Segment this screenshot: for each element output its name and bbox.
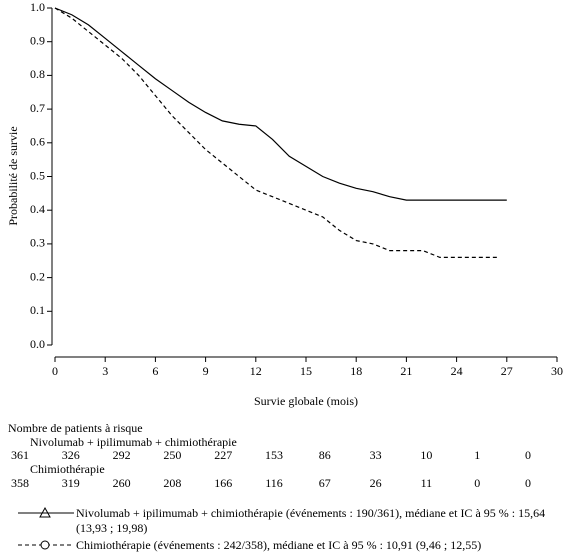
at-risk-count: 26 [370, 476, 382, 490]
y-tick-label: 0.3 [30, 236, 45, 250]
chart: Probabilité de survie Survie globale (mo… [6, 0, 563, 408]
x-tick-label: 21 [400, 364, 412, 378]
legend-marker [40, 540, 50, 550]
x-tick-label: 30 [551, 364, 563, 378]
y-tick-label: 0.1 [30, 303, 45, 317]
x-tick-label: 27 [501, 364, 513, 378]
risk-group-label: Chimiothérapie [30, 462, 105, 476]
at-risk-count: 10 [420, 448, 432, 462]
at-risk-count: 292 [113, 448, 131, 462]
legend-text: Nivolumab + ipilimumab + chimiothérapie … [76, 506, 546, 535]
x-tick-label: 0 [52, 364, 58, 378]
x-tick-label: 12 [250, 364, 262, 378]
x-tick-label: 6 [152, 364, 158, 378]
at-risk-count: 250 [163, 448, 181, 462]
y-tick-label: 0.5 [30, 168, 45, 182]
at-risk-count: 1 [474, 448, 480, 462]
at-risk-count: 361 [11, 448, 29, 462]
at-risk-count: 67 [319, 476, 331, 490]
at-risk-count: 0 [525, 476, 531, 490]
at-risk-count: 153 [265, 448, 283, 462]
x-tick-label: 24 [451, 364, 463, 378]
risk-table-title: Nombre de patients à risque [8, 421, 143, 435]
x-tick-label: 15 [300, 364, 312, 378]
survival-curve [54, 7, 507, 201]
at-risk-count: 0 [525, 448, 531, 462]
y-tick-label: 0.6 [30, 135, 45, 149]
at-risk-count: 0 [474, 476, 480, 490]
legend-text: Chimiothérapie (événements : 242/358), m… [76, 538, 482, 552]
at-risk-count: 116 [265, 476, 283, 490]
at-risk-count: 260 [113, 476, 131, 490]
x-tick-label: 3 [102, 364, 108, 378]
at-risk-count: 11 [421, 476, 433, 490]
y-tick-label: 0.8 [30, 67, 45, 81]
y-axis-label: Probabilité de survie [6, 126, 20, 225]
y-tick-label: 0.0 [30, 337, 45, 351]
at-risk-count: 166 [214, 476, 232, 490]
y-tick-label: 0.7 [30, 101, 45, 115]
risk-group-label: Nivolumab + ipilimumab + chimiothérapie [30, 435, 237, 449]
y-tick-label: 0.2 [30, 269, 45, 283]
y-tick-label: 0.4 [30, 202, 45, 216]
legend-marker [39, 506, 51, 518]
at-risk-count: 319 [62, 476, 80, 490]
at-risk-count: 326 [62, 448, 80, 462]
x-axis-label: Survie globale (mois) [254, 394, 358, 408]
x-tick-label: 9 [203, 364, 209, 378]
survival-curve [54, 7, 499, 258]
x-tick-label: 18 [350, 364, 362, 378]
at-risk-count: 33 [370, 448, 382, 462]
y-tick-label: 0.9 [30, 33, 45, 47]
y-tick-label: 1.0 [30, 0, 45, 14]
at-risk-count: 208 [163, 476, 181, 490]
at-risk-count: 358 [11, 476, 29, 490]
at-risk-count: 227 [214, 448, 232, 462]
at-risk-count: 86 [319, 448, 331, 462]
